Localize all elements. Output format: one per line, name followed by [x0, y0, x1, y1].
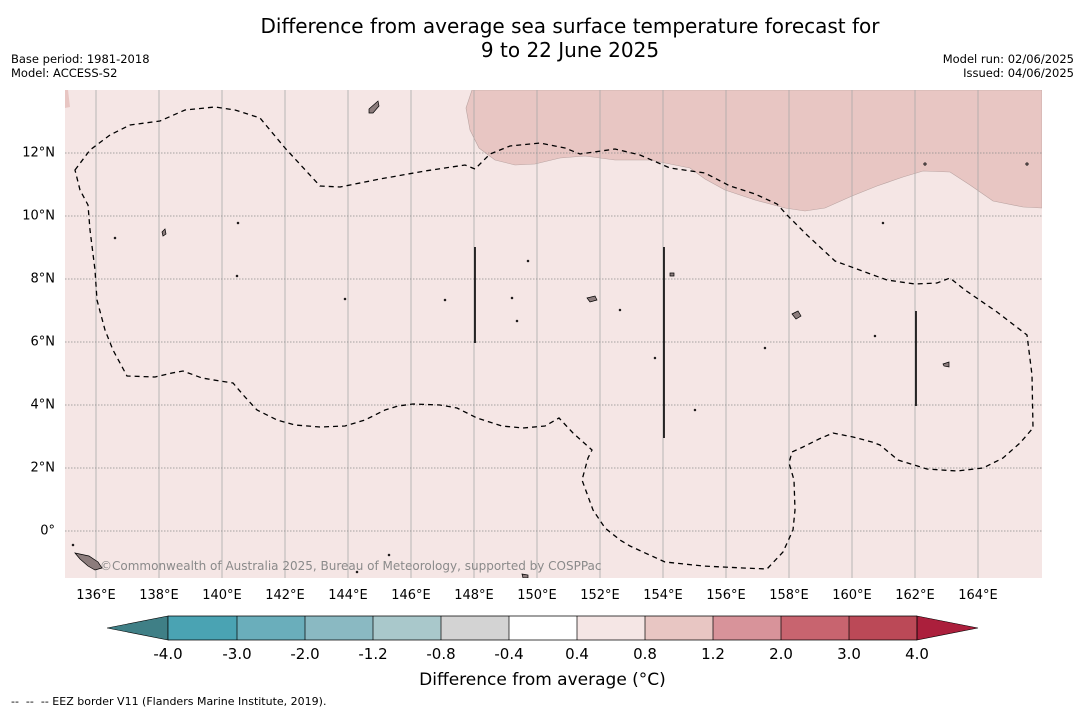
lat-label-2n: 2°N	[30, 460, 56, 476]
colorbar-tick-label: 4.0	[905, 645, 929, 663]
lon-label-152e: 152°E	[580, 588, 620, 603]
lon-label-162e: 162°E	[895, 588, 935, 603]
colorbar-tick-label: -0.8	[426, 645, 456, 663]
colorbar-dividers	[167, 615, 918, 641]
colorbar-tick-label: -4.0	[153, 645, 183, 663]
lon-label-164e: 164°E	[958, 588, 998, 603]
lon-label-140e: 140°E	[202, 588, 242, 603]
colorbar-extend-low	[107, 615, 169, 641]
latitude-lines	[65, 152, 1042, 532]
colorbar-bin	[509, 616, 577, 640]
meta-left: Base period: 1981-2018 Model: ACCESS-S2	[11, 52, 150, 80]
colorbar-bin	[781, 616, 849, 640]
map-title: Difference from average sea surface temp…	[220, 14, 920, 62]
colorbar-title: Difference from average (°C)	[419, 670, 666, 690]
colorbar-tick-label: -3.0	[222, 645, 252, 663]
lon-label-158e: 158°E	[769, 588, 809, 603]
colorbar-bin	[713, 616, 781, 640]
colorbar-tick-label: -1.2	[358, 645, 388, 663]
colorbar-tick-label: -2.0	[290, 645, 320, 663]
lon-label-154e: 154°E	[643, 588, 683, 603]
forecast-markers	[474, 247, 917, 438]
colorbar-tick-label: 3.0	[837, 645, 861, 663]
colorbar-extend-high	[916, 615, 979, 641]
lon-label-138e: 138°E	[139, 588, 179, 603]
lon-label-142e: 142°E	[265, 588, 305, 603]
model-run-text: Model run: 02/06/2025	[942, 52, 1074, 66]
lon-label-150e: 150°E	[517, 588, 557, 603]
copyright-credit: ©Commonwealth of Australia 2025, Bureau …	[100, 559, 602, 573]
lon-label-160e: 160°E	[832, 588, 872, 603]
colorbar-tick-label: -0.4	[494, 645, 524, 663]
footer-legend: -- -- -- EEZ border V11 (Flanders Marine…	[11, 695, 327, 708]
eez-borders	[74, 106, 1034, 570]
lat-label-6n: 6°N	[30, 334, 56, 350]
colorbar-bin	[645, 616, 713, 640]
lat-label-10n: 10°N	[22, 208, 55, 224]
graticule	[95, 90, 979, 578]
lon-label-156e: 156°E	[706, 588, 746, 603]
colorbar-bin	[305, 616, 373, 640]
colorbar	[107, 615, 979, 641]
colorbar-bin	[441, 616, 509, 640]
map-title-line2: 9 to 22 June 2025	[480, 38, 660, 62]
base-period-text: Base period: 1981-2018	[11, 52, 150, 66]
model-text: Model: ACCESS-S2	[11, 66, 118, 80]
colorbar-bin	[849, 616, 917, 640]
colorbar-bin	[373, 616, 441, 640]
map-panel	[65, 90, 1042, 578]
map-title-line1: Difference from average sea surface temp…	[260, 14, 880, 38]
lon-label-146e: 146°E	[391, 588, 431, 603]
warm-anomaly-region	[465, 90, 1042, 212]
colorbar-tick-label: 0.8	[633, 645, 657, 663]
colorbar-bin	[577, 616, 645, 640]
lon-label-148e: 148°E	[454, 588, 494, 603]
issued-text: Issued: 04/06/2025	[963, 66, 1074, 80]
lat-label-8n: 8°N	[30, 271, 56, 287]
colorbar-bin	[168, 616, 237, 640]
islands	[71, 100, 1029, 578]
colorbar-bin	[237, 616, 305, 640]
lat-label-12n: 12°N	[22, 145, 55, 161]
map-canvas	[65, 90, 1042, 578]
colorbar-tick-label: 1.2	[701, 645, 725, 663]
colorbar-tick-label: 0.4	[565, 645, 589, 663]
colorbar-tick-label: 2.0	[769, 645, 793, 663]
lat-label-4n: 4°N	[30, 397, 56, 413]
meta-right: Model run: 02/06/2025 Issued: 04/06/2025	[943, 52, 1074, 80]
lon-label-136e: 136°E	[76, 588, 116, 603]
lon-label-144e: 144°E	[328, 588, 368, 603]
warm-anomaly-sliver	[65, 90, 70, 108]
lat-label-0: 0°	[40, 523, 55, 539]
